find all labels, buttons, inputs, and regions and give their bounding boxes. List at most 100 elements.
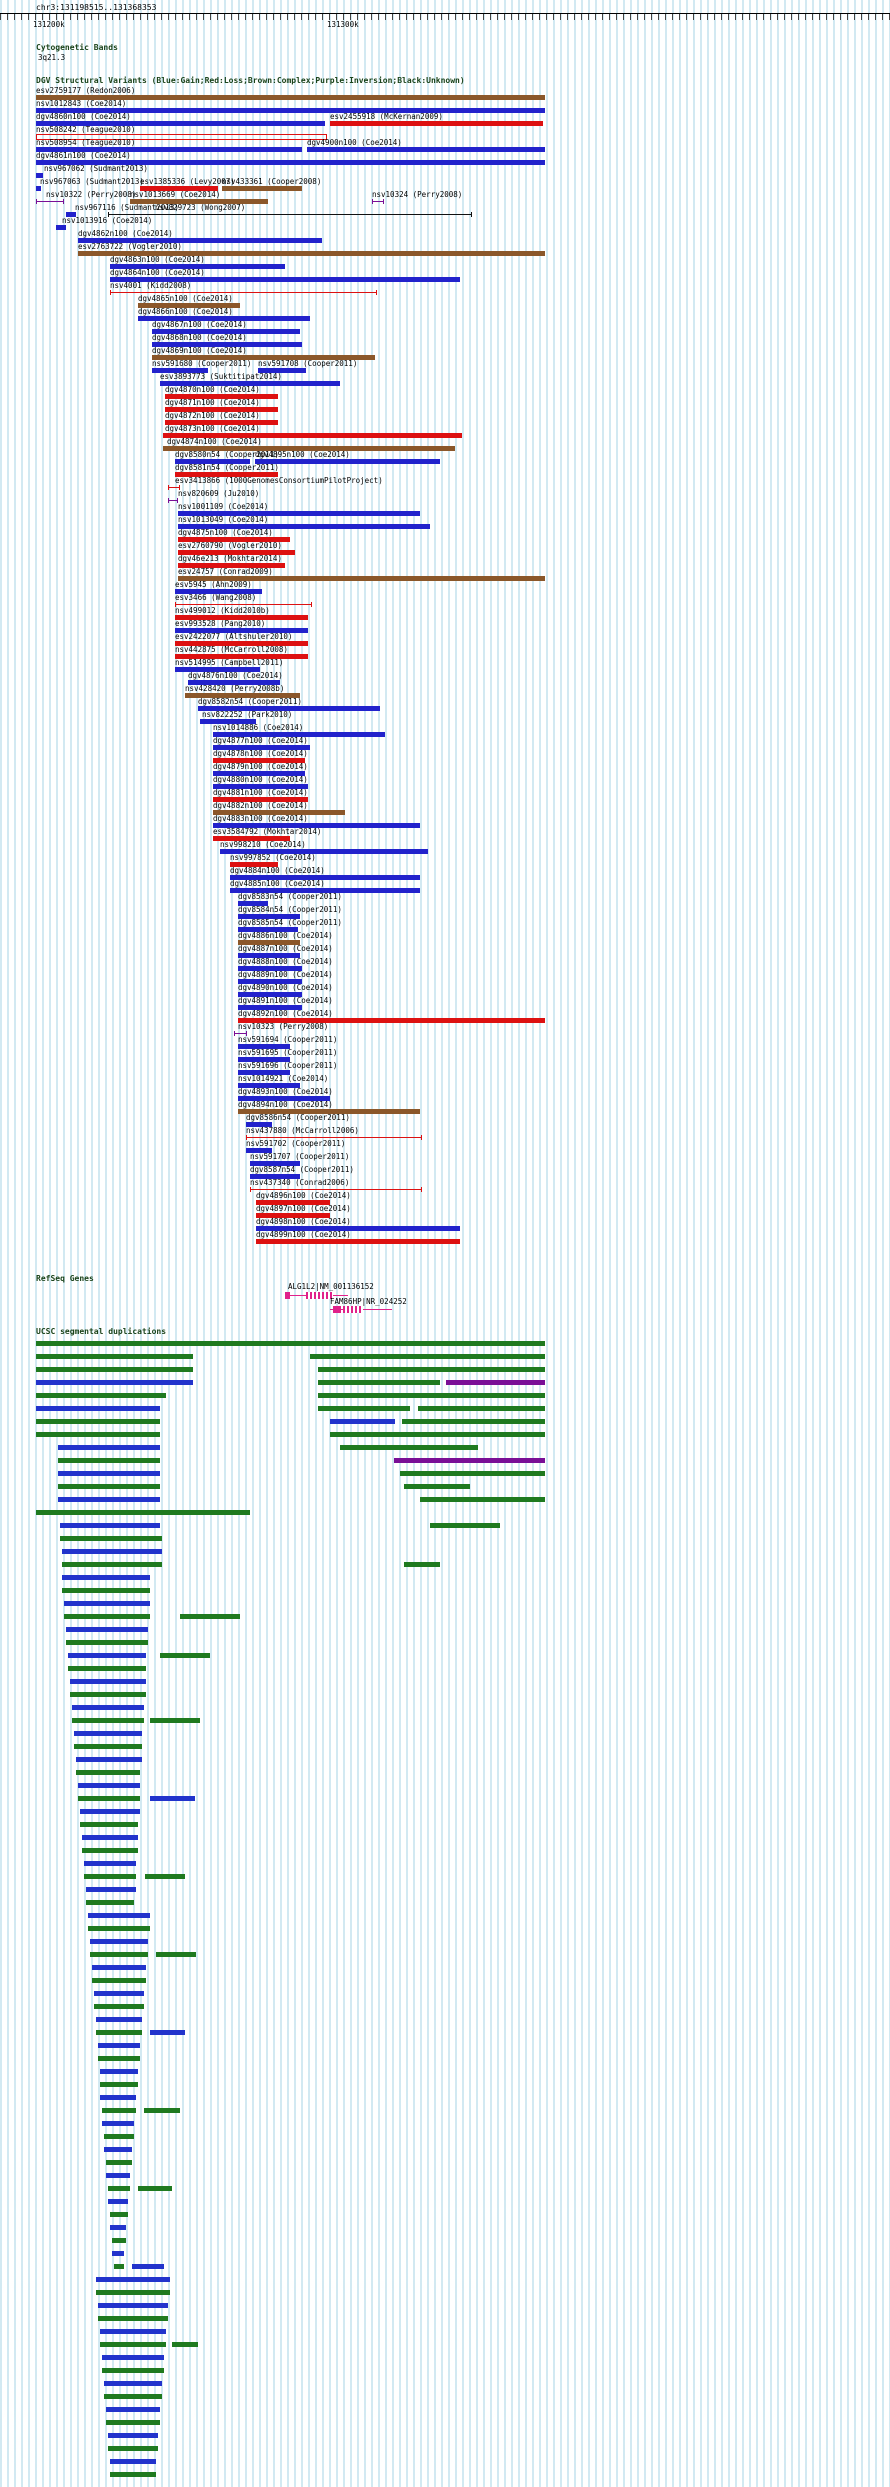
segdup-bar[interactable] [92,1965,146,1970]
variant-label[interactable]: nsv1013049 (Coe2014) [178,515,269,524]
variant-bar[interactable] [256,1239,460,1244]
variant-bar[interactable] [163,446,455,451]
variant-bar[interactable] [246,1148,272,1153]
variant-bar[interactable] [36,199,64,204]
variant-label[interactable]: dgv4864n100 (Coe2014) [110,268,205,277]
variant-label[interactable]: dgv4882n100 (Coe2014) [213,801,308,810]
variant-bar[interactable] [36,147,302,152]
segdup-bar[interactable] [96,2030,142,2035]
segdup-bar[interactable] [108,2186,130,2191]
segdup-bar[interactable] [310,1354,545,1359]
gene-exon-striped[interactable] [343,1306,363,1313]
variant-label[interactable]: nsv591696 (Cooper2011) [238,1061,338,1070]
segdup-bar[interactable] [318,1380,440,1385]
variant-bar[interactable] [238,914,300,919]
segdup-bar[interactable] [58,1458,160,1463]
segdup-bar[interactable] [76,1770,140,1775]
segdup-bar[interactable] [98,2056,140,2061]
segdup-bar[interactable] [100,2329,166,2334]
variant-bar[interactable] [175,459,250,464]
variant-label[interactable]: nsv829723 (Wong2007) [155,203,246,212]
variant-bar[interactable] [110,277,460,282]
variant-label[interactable]: dgv8587n54 (Cooper2011) [250,1165,354,1174]
variant-bar[interactable] [185,693,300,698]
variant-bar[interactable] [222,186,302,191]
variant-label[interactable]: dgv8580n54 (Cooper2011) [175,450,279,459]
variant-bar[interactable] [234,1031,247,1036]
variant-bar[interactable] [238,1044,290,1049]
segdup-bar[interactable] [318,1406,410,1411]
variant-bar[interactable] [175,628,308,633]
variant-label[interactable]: dgv4897n100 (Coe2014) [256,1204,351,1213]
segdup-bar[interactable] [90,1952,148,1957]
variant-bar[interactable] [213,771,305,776]
segdup-bar[interactable] [114,2264,124,2269]
variant-label[interactable]: nsv591702 (Cooper2011) [246,1139,346,1148]
variant-label[interactable]: dgv4894n100 (Coe2014) [238,1100,333,1109]
variant-label[interactable]: dgv4865n100 (Coe2014) [138,294,233,303]
variant-label[interactable]: esv993528 (Pang2010) [175,619,266,628]
variant-label[interactable]: dgv4875n100 (Coe2014) [178,528,273,537]
variant-bar[interactable] [160,381,340,386]
segdup-bar[interactable] [68,1653,146,1658]
segdup-bar[interactable] [92,1978,146,1983]
variant-bar[interactable] [246,1122,272,1127]
variant-bar[interactable] [238,992,302,997]
variant-label[interactable]: nsv967116 (Sudmant2013) [75,203,179,212]
segdup-bar[interactable] [96,2017,142,2022]
segdup-bar[interactable] [72,1705,144,1710]
variant-bar[interactable] [230,888,420,893]
segdup-bar[interactable] [318,1393,545,1398]
segdup-bar[interactable] [36,1419,160,1424]
segdup-bar[interactable] [404,1562,440,1567]
segdup-bar[interactable] [82,1848,138,1853]
variant-bar[interactable] [250,1161,300,1166]
variant-bar[interactable] [188,680,280,685]
segdup-bar[interactable] [66,1640,148,1645]
segdup-bar[interactable] [74,1744,142,1749]
variant-bar[interactable] [230,875,420,880]
segdup-bar[interactable] [108,2433,158,2438]
segdup-bar[interactable] [36,1393,166,1398]
variant-bar[interactable] [165,407,278,412]
variant-label[interactable]: nsv822252 (Park2010) [202,710,293,719]
variant-label[interactable]: nsv508954 (Teague2010) [36,138,136,147]
variant-bar[interactable] [36,121,325,126]
variant-label[interactable]: nsv997852 (Coe2014) [230,853,316,862]
variant-bar[interactable] [175,654,308,659]
variant-label[interactable]: dgv4878n100 (Coe2014) [213,749,308,758]
variant-bar[interactable] [110,264,285,269]
variant-bar[interactable] [168,498,178,503]
variant-bar[interactable] [238,966,302,971]
variant-bar[interactable] [238,901,268,906]
segdup-bar[interactable] [104,2394,162,2399]
segdup-bar[interactable] [106,2407,160,2412]
segdup-bar[interactable] [86,1887,136,1892]
segdup-bar[interactable] [96,2277,170,2282]
variant-bar[interactable] [152,329,300,334]
segdup-bar[interactable] [60,1523,160,1528]
segdup-bar[interactable] [100,2095,136,2100]
variant-label[interactable]: esv3413866 (1000GenomesConsortiumPilotPr… [175,476,383,485]
segdup-bar[interactable] [145,1874,185,1879]
variant-label[interactable]: esv2763722 (Vogler2010) [78,242,182,251]
segdup-bar[interactable] [58,1471,160,1476]
variant-label[interactable]: nsv1014886 (Coe2014) [213,723,304,732]
variant-bar[interactable] [175,641,308,646]
segdup-bar[interactable] [68,1666,146,1671]
variant-label[interactable]: nsv499012 (Kidd2010b) [175,606,270,615]
segdup-bar[interactable] [58,1445,160,1450]
variant-label[interactable]: dgv4869n100 (Coe2014) [152,346,247,355]
variant-label[interactable]: nsv10324 (Perry2008) [372,190,463,199]
segdup-bar[interactable] [70,1679,146,1684]
variant-label[interactable]: nsv514995 (Campbell2011) [175,658,284,667]
variant-bar[interactable] [138,316,310,321]
variant-bar[interactable] [36,160,545,165]
variant-label[interactable]: nsv820609 (Ju2010) [178,489,260,498]
variant-bar[interactable] [56,225,66,230]
segdup-bar[interactable] [102,2368,164,2373]
variant-label[interactable]: dgv46e213 (Mokhtar2014) [178,554,282,563]
segdup-bar[interactable] [80,1809,140,1814]
variant-label[interactable]: nsv10322 (Perry2008) [46,190,137,199]
variant-label[interactable]: dgv4873n100 (Coe2014) [165,424,260,433]
